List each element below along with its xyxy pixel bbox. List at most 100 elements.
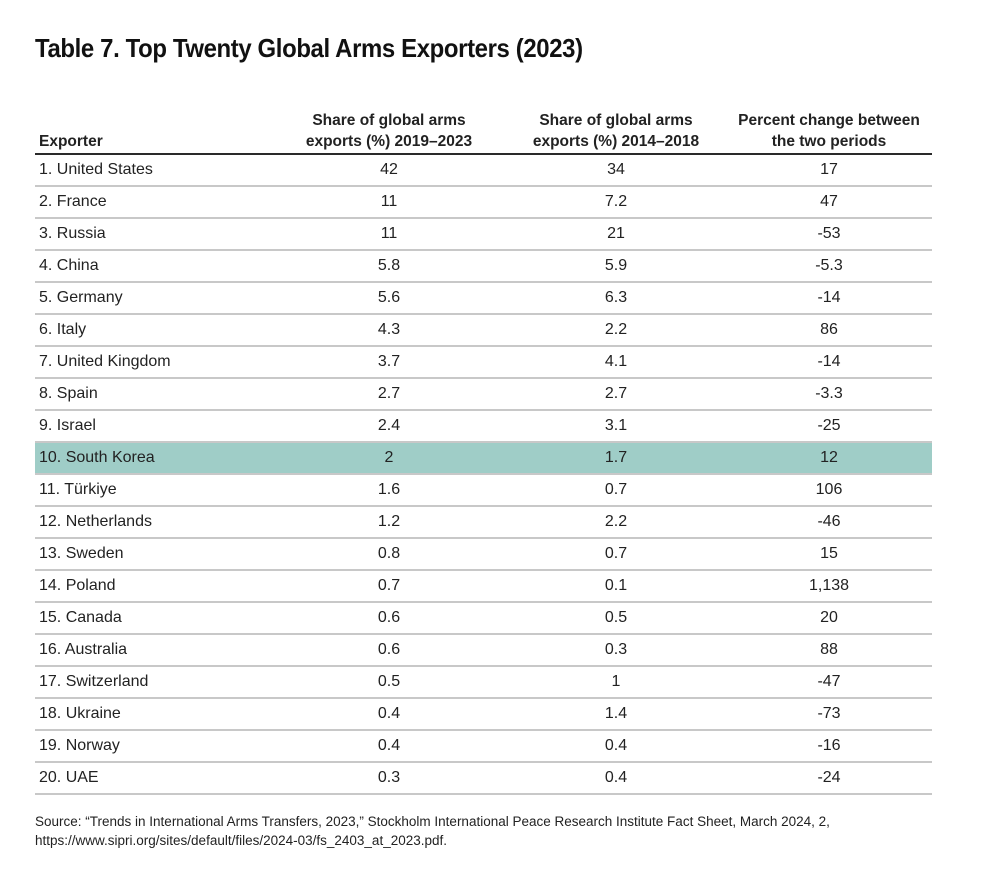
table-row: 7. United Kingdom 3.7 4.1 -14 bbox=[35, 346, 932, 379]
cell-share-2019-2023: 0.6 bbox=[272, 602, 506, 635]
cell-share-2014-2018: 34 bbox=[506, 154, 726, 187]
table-row: 5. Germany 5.6 6.3 -14 bbox=[35, 282, 932, 315]
cell-share-2019-2023: 2.7 bbox=[272, 378, 506, 411]
cell-exporter: 7. United Kingdom bbox=[35, 346, 272, 379]
cell-percent-change: 88 bbox=[726, 634, 932, 667]
table-row: 16. Australia 0.6 0.3 88 bbox=[35, 634, 932, 667]
header-percent-change: Percent change between the two periods bbox=[726, 110, 932, 155]
cell-share-2019-2023: 42 bbox=[272, 154, 506, 187]
cell-share-2014-2018: 2.2 bbox=[506, 314, 726, 347]
cell-exporter: 3. Russia bbox=[35, 218, 272, 251]
cell-exporter: 4. China bbox=[35, 250, 272, 283]
cell-percent-change: 20 bbox=[726, 602, 932, 635]
cell-exporter: 11. Türkiye bbox=[35, 474, 272, 507]
cell-percent-change: -5.3 bbox=[726, 250, 932, 283]
cell-percent-change: 106 bbox=[726, 474, 932, 507]
cell-share-2019-2023: 5.6 bbox=[272, 282, 506, 315]
cell-share-2014-2018: 2.7 bbox=[506, 378, 726, 411]
cell-share-2014-2018: 0.3 bbox=[506, 634, 726, 667]
cell-share-2019-2023: 0.5 bbox=[272, 666, 506, 699]
cell-share-2019-2023: 11 bbox=[272, 186, 506, 219]
cell-exporter: 20. UAE bbox=[35, 762, 272, 795]
cell-share-2019-2023: 5.8 bbox=[272, 250, 506, 283]
cell-exporter: 9. Israel bbox=[35, 410, 272, 443]
table-row: 4. China 5.8 5.9 -5.3 bbox=[35, 250, 932, 283]
table-row: 12. Netherlands 1.2 2.2 -46 bbox=[35, 506, 932, 539]
cell-share-2014-2018: 5.9 bbox=[506, 250, 726, 283]
cell-exporter: 14. Poland bbox=[35, 570, 272, 603]
cell-share-2019-2023: 0.7 bbox=[272, 570, 506, 603]
header-exporter: Exporter bbox=[35, 110, 272, 155]
cell-exporter: 15. Canada bbox=[35, 602, 272, 635]
table-row: 15. Canada 0.6 0.5 20 bbox=[35, 602, 932, 635]
header-row: Exporter Share of global arms exports (%… bbox=[35, 110, 932, 155]
table-title: Table 7. Top Twenty Global Arms Exporter… bbox=[35, 33, 583, 63]
cell-share-2014-2018: 3.1 bbox=[506, 410, 726, 443]
cell-percent-change: -73 bbox=[726, 698, 932, 731]
cell-exporter: 10. South Korea bbox=[35, 442, 272, 475]
cell-share-2014-2018: 0.4 bbox=[506, 762, 726, 795]
table-body: 1. United States 42 34 17 2. France 11 7.2 47 3.… bbox=[35, 154, 932, 795]
cell-share-2019-2023: 1.2 bbox=[272, 506, 506, 539]
cell-share-2014-2018: 0.5 bbox=[506, 602, 726, 635]
cell-exporter: 1. United States bbox=[35, 154, 272, 187]
cell-share-2014-2018: 0.7 bbox=[506, 474, 726, 507]
cell-exporter: 17. Switzerland bbox=[35, 666, 272, 699]
cell-share-2019-2023: 0.8 bbox=[272, 538, 506, 571]
cell-exporter: 19. Norway bbox=[35, 730, 272, 763]
header-line: the two periods bbox=[771, 133, 887, 150]
cell-share-2019-2023: 0.4 bbox=[272, 698, 506, 731]
cell-share-2014-2018: 0.7 bbox=[506, 538, 726, 571]
cell-percent-change: -3.3 bbox=[726, 378, 932, 411]
table-row: 1. United States 42 34 17 bbox=[35, 154, 932, 187]
cell-percent-change: -14 bbox=[726, 346, 932, 379]
cell-share-2014-2018: 0.1 bbox=[506, 570, 726, 603]
header-line: Share of global arms bbox=[539, 112, 693, 129]
cell-percent-change: -46 bbox=[726, 506, 932, 539]
table-row: 11. Türkiye 1.6 0.7 106 bbox=[35, 474, 932, 507]
cell-share-2014-2018: 2.2 bbox=[506, 506, 726, 539]
cell-percent-change: 47 bbox=[726, 186, 932, 219]
table-row: 8. Spain 2.7 2.7 -3.3 bbox=[35, 378, 932, 411]
cell-share-2014-2018: 6.3 bbox=[506, 282, 726, 315]
source-note: Source: “Trends in International Arms Tr… bbox=[35, 812, 935, 850]
cell-share-2019-2023: 0.6 bbox=[272, 634, 506, 667]
cell-share-2019-2023: 11 bbox=[272, 218, 506, 251]
cell-share-2014-2018: 21 bbox=[506, 218, 726, 251]
cell-exporter: 6. Italy bbox=[35, 314, 272, 347]
cell-exporter: 8. Spain bbox=[35, 378, 272, 411]
cell-percent-change: 1,138 bbox=[726, 570, 932, 603]
table-row-highlighted: 10. South Korea 2 1.7 12 bbox=[35, 442, 932, 475]
cell-percent-change: -16 bbox=[726, 730, 932, 763]
cell-share-2019-2023: 2.4 bbox=[272, 410, 506, 443]
cell-percent-change: -47 bbox=[726, 666, 932, 699]
cell-share-2014-2018: 7.2 bbox=[506, 186, 726, 219]
cell-share-2014-2018: 4.1 bbox=[506, 346, 726, 379]
table-row: 9. Israel 2.4 3.1 -25 bbox=[35, 410, 932, 443]
cell-percent-change: -25 bbox=[726, 410, 932, 443]
cell-percent-change: 12 bbox=[726, 442, 932, 475]
table-header: Exporter Share of global arms exports (%… bbox=[35, 110, 932, 155]
header-exporter-line: Exporter bbox=[39, 133, 103, 150]
table-row: 3. Russia 11 21 -53 bbox=[35, 218, 932, 251]
source-url: https://www.sipri.org/sites/default/file… bbox=[35, 833, 448, 848]
cell-exporter: 13. Sweden bbox=[35, 538, 272, 571]
table-row: 19. Norway 0.4 0.4 -16 bbox=[35, 730, 932, 763]
header-share-2019-2023: Share of global arms exports (%) 2019–20… bbox=[272, 110, 506, 155]
cell-exporter: 18. Ukraine bbox=[35, 698, 272, 731]
cell-percent-change: 86 bbox=[726, 314, 932, 347]
table-row: 14. Poland 0.7 0.1 1,138 bbox=[35, 570, 932, 603]
cell-share-2019-2023: 4.3 bbox=[272, 314, 506, 347]
cell-share-2019-2023: 1.6 bbox=[272, 474, 506, 507]
cell-percent-change: -24 bbox=[726, 762, 932, 795]
table-row: 17. Switzerland 0.5 1 -47 bbox=[35, 666, 932, 699]
header-line: Percent change between bbox=[738, 112, 920, 129]
arms-exporters-table-container: Exporter Share of global arms exports (%… bbox=[35, 110, 932, 795]
header-line: exports (%) 2019–2023 bbox=[305, 133, 473, 150]
cell-share-2019-2023: 2 bbox=[272, 442, 506, 475]
arms-exporters-table: Exporter Share of global arms exports (%… bbox=[35, 110, 932, 795]
cell-share-2019-2023: 0.3 bbox=[272, 762, 506, 795]
cell-share-2014-2018: 1.4 bbox=[506, 698, 726, 731]
cell-share-2014-2018: 0.4 bbox=[506, 730, 726, 763]
cell-exporter: 12. Netherlands bbox=[35, 506, 272, 539]
